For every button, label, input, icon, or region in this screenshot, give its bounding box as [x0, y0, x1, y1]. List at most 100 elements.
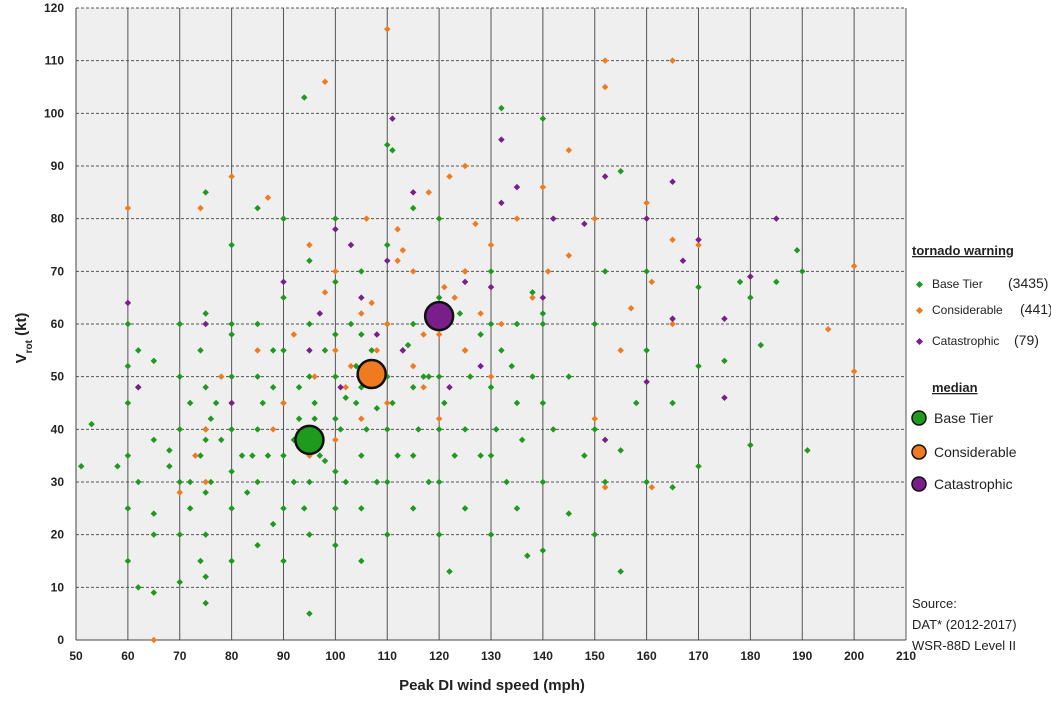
point-considerable — [409, 268, 417, 275]
x-tick-label: 50 — [69, 649, 83, 663]
x-tick-label: 80 — [225, 649, 239, 663]
x-axis: 50 60 70 80 90 100 110 120 130 140 150 160 170 180 190… — [69, 639, 916, 663]
point-catastrophic — [389, 115, 396, 122]
point-base — [352, 362, 360, 370]
point-considerable — [601, 484, 609, 491]
point-catastrophic — [581, 220, 588, 228]
point-base — [487, 383, 495, 391]
point-base — [202, 489, 209, 496]
point-catastrophic — [669, 178, 676, 186]
point-base — [425, 478, 433, 486]
point-base — [332, 541, 339, 549]
point-considerable — [358, 415, 365, 423]
point-considerable — [150, 636, 158, 644]
point-catastrophic — [316, 310, 324, 317]
point-base — [280, 215, 287, 222]
point-base — [477, 452, 484, 459]
point-catastrophic — [332, 225, 339, 233]
point-considerable — [627, 304, 635, 312]
x-tick-label: 170 — [688, 649, 708, 663]
point-base — [539, 478, 547, 486]
point-base — [337, 426, 344, 433]
source-line-2: DAT* (2012-2017) — [912, 617, 1017, 632]
point-base — [601, 268, 609, 275]
x-tick-label: 140 — [533, 649, 553, 663]
legend-base-count: (3435) — [1008, 275, 1048, 291]
point-base — [228, 426, 235, 433]
y-tick-label: 80 — [51, 212, 65, 226]
point-base — [404, 341, 412, 349]
x-tick-label: 190 — [792, 649, 812, 663]
point-catastrophic — [669, 315, 676, 322]
point-base — [197, 347, 204, 354]
point-base — [529, 373, 536, 380]
point-base — [389, 399, 396, 407]
point-base — [124, 362, 132, 370]
point-base — [134, 347, 142, 354]
point-base — [383, 241, 391, 249]
median-considerable — [356, 358, 387, 390]
point-base — [259, 399, 267, 407]
point-base — [591, 320, 599, 328]
y-tick-label: 120 — [44, 1, 64, 15]
source-note: Source: DAT* (2012-2017) WSR-88D Level I… — [912, 596, 1017, 653]
point-base — [280, 347, 287, 354]
point-catastrophic — [721, 315, 728, 322]
point-base — [228, 505, 235, 512]
point-catastrophic — [643, 215, 650, 222]
point-catastrophic — [679, 257, 687, 265]
point-catastrophic — [306, 347, 313, 354]
point-considerable — [648, 278, 656, 286]
point-considerable — [254, 347, 261, 354]
point-catastrophic — [409, 189, 417, 196]
x-tick-label: 120 — [429, 649, 449, 663]
point-considerable — [394, 225, 401, 233]
point-base — [736, 278, 744, 286]
point-considerable — [461, 347, 469, 354]
point-base — [498, 104, 505, 112]
legend-considerable-label: Considerable — [932, 303, 1003, 317]
point-base — [254, 204, 261, 212]
point-base — [565, 373, 573, 380]
point-catastrophic — [202, 320, 209, 328]
point-base — [456, 310, 464, 317]
point-base — [124, 320, 132, 328]
point-base — [347, 320, 355, 328]
point-considerable — [202, 426, 209, 433]
y-axis-title-unit: (kt) — [13, 313, 30, 341]
point-base — [539, 399, 547, 407]
point-considerable — [290, 331, 298, 338]
point-considerable — [591, 415, 599, 423]
point-base — [383, 426, 391, 433]
point-catastrophic — [124, 299, 132, 307]
point-base — [306, 257, 313, 265]
point-base — [358, 452, 365, 459]
point-base — [461, 505, 469, 512]
point-base — [332, 373, 339, 380]
point-base — [669, 399, 676, 407]
point-base — [503, 478, 510, 486]
point-base — [617, 168, 624, 175]
point-base — [358, 505, 365, 512]
point-base — [513, 320, 521, 328]
point-considerable — [332, 268, 339, 275]
point-base — [332, 278, 339, 286]
legend-median-catastrophic-marker — [911, 476, 927, 492]
point-base — [435, 478, 443, 486]
point-catastrophic — [721, 394, 728, 401]
point-considerable — [399, 247, 407, 254]
point-considerable — [529, 294, 536, 301]
legend-median-considerable-label: Considerable — [934, 444, 1017, 460]
point-base — [217, 436, 225, 444]
point-considerable — [228, 173, 235, 180]
point-catastrophic — [601, 436, 609, 444]
point-catastrophic — [601, 173, 609, 180]
point-considerable — [435, 415, 443, 423]
point-considerable — [441, 283, 448, 291]
point-considerable — [332, 347, 339, 354]
point-considerable — [648, 484, 656, 491]
point-base — [197, 452, 204, 459]
point-base — [306, 373, 313, 380]
point-catastrophic — [487, 283, 495, 291]
point-base — [254, 320, 261, 328]
